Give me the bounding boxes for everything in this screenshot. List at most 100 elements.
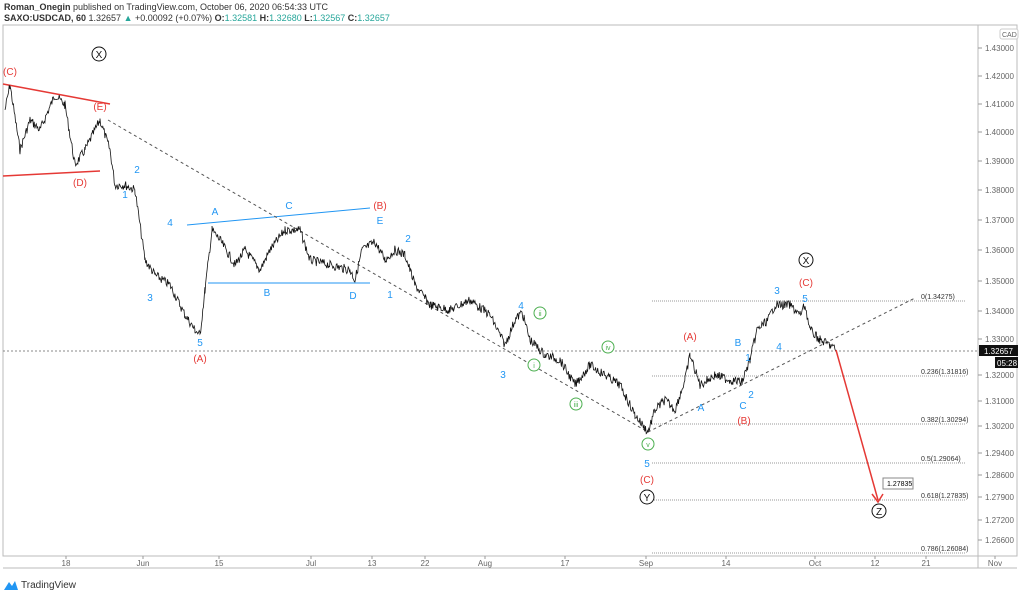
- wave-label-red: (B): [373, 201, 386, 212]
- channel-upper-line: [186, 207, 371, 226]
- wave-circle-green: [641, 437, 655, 451]
- fib-label: 0.786(1.26084): [921, 546, 968, 553]
- countdown-text: 05:28: [997, 359, 1018, 368]
- time-label: Sep: [639, 559, 654, 568]
- wave-label-black: Y: [644, 493, 651, 504]
- wave-circle-black: [639, 489, 655, 505]
- dashed-trendline: [107, 119, 649, 433]
- wave-label-blue: 4: [776, 342, 782, 353]
- wave-circle-black: [871, 503, 887, 519]
- wave-circle-black: [91, 46, 107, 62]
- triangle-upper-line: [2, 83, 111, 105]
- price-label: 1.27200: [985, 516, 1014, 525]
- price-label: 1.35000: [985, 277, 1014, 286]
- symbol-info: SAXO:USDCAD, 60 1.32657 ▲ +0.00092 (+0.0…: [4, 13, 390, 23]
- price-label: 1.39000: [985, 157, 1014, 166]
- time-label: 17: [561, 559, 570, 568]
- dashed-support-line: [647, 297, 916, 433]
- fib-label: 0(1.34275): [921, 294, 955, 301]
- wave-label-red: (A): [193, 354, 206, 365]
- countdown-tag: [995, 357, 1018, 368]
- wave-label-black: Z: [876, 507, 882, 518]
- wave-label-green: ii: [538, 311, 542, 318]
- fib-label: 0.382(1.30294): [921, 417, 968, 424]
- wave-label-blue: C: [285, 201, 292, 212]
- time-label: Jul: [306, 559, 316, 568]
- fib-label: 0.236(1.31816): [921, 369, 968, 376]
- h-label: H:: [259, 13, 270, 23]
- wave-label-blue: 5: [197, 338, 203, 349]
- wave-label-blue: 5: [644, 459, 650, 470]
- time-label: Oct: [809, 559, 822, 568]
- tradingview-logo[interactable]: TradingView: [4, 580, 76, 591]
- wave-label-blue: A: [698, 403, 705, 414]
- wave-label-blue: B: [735, 338, 742, 349]
- price-label: 1.33000: [985, 335, 1014, 344]
- wave-label-blue: C: [739, 401, 746, 412]
- c-label: C:: [347, 13, 358, 23]
- time-label: 22: [421, 559, 430, 568]
- l-label: L:: [304, 13, 313, 23]
- wave-label-blue: E: [377, 216, 384, 227]
- high: 1.32680: [269, 13, 302, 23]
- wave-label-green: iv: [605, 345, 611, 352]
- wave-circle-green: [569, 397, 583, 411]
- change: +0.00092 (+0.07%): [135, 13, 213, 23]
- author[interactable]: Roman_Onegin: [4, 2, 71, 12]
- fib-label: 0.5(1.29064): [921, 456, 961, 463]
- wave-label-blue: 2: [134, 165, 140, 176]
- time-label: 13: [368, 559, 377, 568]
- price-label: 1.42000: [985, 72, 1014, 81]
- price-label: 1.43000: [985, 44, 1014, 53]
- time-label: Jun: [137, 559, 150, 568]
- triangle-lower-line: [2, 170, 101, 177]
- wave-label-green: v: [646, 442, 650, 449]
- wave-label-green: iii: [574, 402, 579, 409]
- time-label: 18: [62, 559, 71, 568]
- last-price: 1.32657: [88, 13, 122, 23]
- time-label: 14: [722, 559, 731, 568]
- wave-circle-green: [601, 340, 615, 354]
- arrowhead-icon: [871, 493, 884, 504]
- price-series: [4, 85, 836, 435]
- fib-label: 0.618(1.27835): [921, 493, 968, 500]
- time-label: 21: [922, 559, 931, 568]
- price-label: 1.30200: [985, 422, 1014, 431]
- wave-label-red: (E): [93, 102, 106, 113]
- price-label: 1.29400: [985, 449, 1014, 458]
- price-label: 1.28600: [985, 471, 1014, 480]
- brand-name: TradingView: [21, 580, 77, 591]
- currency-label: CAD: [1002, 32, 1017, 39]
- wave-circle-black: [798, 252, 814, 268]
- wave-label-blue: 1: [745, 353, 751, 364]
- wave-label-blue: 1: [387, 290, 393, 301]
- currency-badge: [999, 28, 1019, 40]
- wave-label-blue: 2: [405, 234, 411, 245]
- up-arrow-icon: ▲: [123, 13, 133, 23]
- close: 1.32657: [357, 13, 390, 23]
- wave-label-red: (C): [3, 67, 17, 78]
- price-label: 1.36000: [985, 246, 1014, 255]
- publish-date: published on TradingView.com, October 06…: [73, 2, 329, 12]
- wave-label-blue: A: [212, 207, 219, 218]
- wave-label-red: (C): [799, 278, 813, 289]
- target-label: 1.27835: [887, 481, 912, 488]
- low: 1.32567: [312, 13, 346, 23]
- wave-label-black: X: [803, 256, 810, 267]
- time-label: Aug: [478, 559, 492, 568]
- publish-info: Roman_Onegin published on TradingView.co…: [4, 2, 328, 12]
- price-label: 1.32000: [985, 371, 1014, 380]
- price-label: 1.31000: [985, 397, 1014, 406]
- tradingview-icon: [4, 581, 18, 590]
- last-price-tag: [979, 345, 1018, 356]
- wave-label-blue: B: [264, 288, 271, 299]
- price-label: 1.27900: [985, 493, 1014, 502]
- wave-label-blue: 3: [147, 293, 153, 304]
- price-label: 1.34000: [985, 307, 1014, 316]
- wave-label-blue: 4: [518, 301, 524, 312]
- wave-label-black: X: [96, 50, 103, 61]
- wave-label-blue: D: [349, 291, 356, 302]
- price-label: 1.40000: [985, 128, 1014, 137]
- price-label: 1.26600: [985, 536, 1014, 545]
